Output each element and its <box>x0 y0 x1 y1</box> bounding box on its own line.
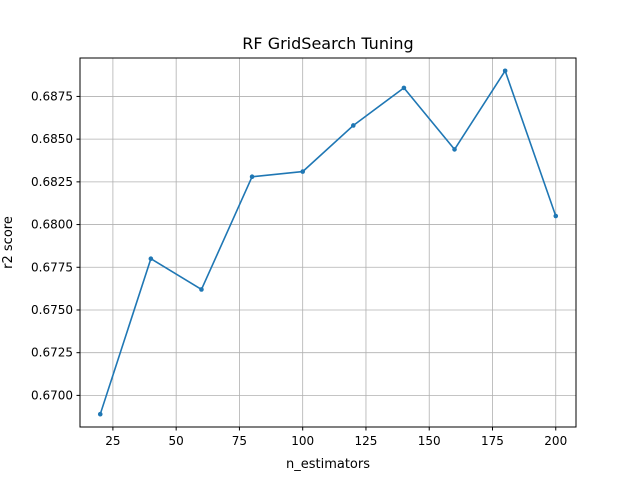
data-point <box>199 287 204 292</box>
y-tick-label: 0.6850 <box>31 132 73 146</box>
y-axis-label: r2 score <box>1 216 16 269</box>
x-tick-label: 200 <box>544 434 567 448</box>
data-point <box>502 68 508 74</box>
y-axis-ticks: 0.6700 0.6725 0.6750 0.6775 0.6800 0.6825 0.68… <box>31 89 80 402</box>
x-tick-label: 75 <box>232 434 247 448</box>
x-tick-label: 50 <box>169 434 184 448</box>
y-tick-label: 0.6775 <box>31 260 73 274</box>
y-tick-label: 0.6825 <box>31 175 73 189</box>
data-point <box>452 147 457 152</box>
x-axis-label: n_estimators <box>286 457 370 472</box>
chart-title: RF GridSearch Tuning <box>242 34 413 53</box>
y-tick-label: 0.6750 <box>31 303 73 317</box>
data-point <box>249 174 255 180</box>
x-tick-label: 175 <box>481 434 504 448</box>
x-axis-ticks: 25 50 75 100 125 150 175 200 <box>105 427 567 448</box>
x-tick-label: 25 <box>105 434 120 448</box>
data-point <box>97 411 103 417</box>
x-tick-label: 125 <box>355 434 378 448</box>
data-point <box>553 213 559 219</box>
y-tick-label: 0.6875 <box>31 89 73 103</box>
data-point <box>148 256 154 262</box>
plot-frame <box>79 57 577 428</box>
y-tick-label: 0.6700 <box>31 388 73 402</box>
y-tick-label: 0.6800 <box>31 218 73 232</box>
data-point <box>300 169 305 174</box>
series-layer <box>97 68 559 417</box>
series-line <box>99 70 557 415</box>
x-tick-label: 100 <box>291 434 314 448</box>
data-point <box>401 85 407 91</box>
y-tick-label: 0.6725 <box>31 346 73 360</box>
x-tick-label: 150 <box>418 434 441 448</box>
data-point <box>351 123 356 128</box>
